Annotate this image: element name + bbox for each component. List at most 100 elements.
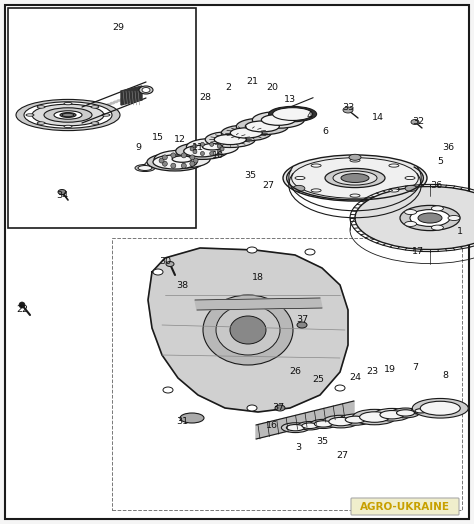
Ellipse shape xyxy=(311,189,321,192)
Ellipse shape xyxy=(405,177,415,180)
Ellipse shape xyxy=(374,408,410,421)
Text: 14: 14 xyxy=(372,114,384,123)
Ellipse shape xyxy=(237,118,288,135)
Circle shape xyxy=(193,144,197,148)
Ellipse shape xyxy=(123,96,128,99)
Ellipse shape xyxy=(139,86,153,94)
Text: 4: 4 xyxy=(307,111,313,119)
Ellipse shape xyxy=(172,156,192,162)
Ellipse shape xyxy=(349,154,361,160)
Text: 38: 38 xyxy=(176,280,188,289)
Ellipse shape xyxy=(431,225,443,230)
Ellipse shape xyxy=(100,106,105,108)
Ellipse shape xyxy=(405,185,417,191)
Ellipse shape xyxy=(302,423,318,429)
Ellipse shape xyxy=(353,409,397,425)
Ellipse shape xyxy=(137,92,142,94)
Ellipse shape xyxy=(32,104,104,126)
Ellipse shape xyxy=(103,104,109,107)
Ellipse shape xyxy=(58,190,66,194)
Ellipse shape xyxy=(180,413,204,423)
Ellipse shape xyxy=(147,153,203,171)
Ellipse shape xyxy=(345,416,365,423)
Ellipse shape xyxy=(323,416,359,428)
Ellipse shape xyxy=(54,111,82,119)
Text: 29: 29 xyxy=(112,24,124,32)
Polygon shape xyxy=(121,86,142,105)
Ellipse shape xyxy=(127,95,132,98)
Text: 8: 8 xyxy=(442,370,448,379)
Polygon shape xyxy=(148,248,348,412)
Text: AGRO-UKRAINE: AGRO-UKRAINE xyxy=(360,501,450,511)
Ellipse shape xyxy=(246,121,279,132)
Ellipse shape xyxy=(314,421,332,427)
Ellipse shape xyxy=(360,412,390,422)
Ellipse shape xyxy=(350,159,360,162)
Ellipse shape xyxy=(86,111,92,114)
Text: 6: 6 xyxy=(322,127,328,136)
Ellipse shape xyxy=(341,173,369,182)
Ellipse shape xyxy=(418,213,442,223)
Ellipse shape xyxy=(192,146,204,150)
Ellipse shape xyxy=(138,166,152,170)
Ellipse shape xyxy=(135,165,155,171)
Text: 34: 34 xyxy=(56,191,68,200)
Polygon shape xyxy=(256,401,354,439)
Ellipse shape xyxy=(198,140,218,148)
Text: 5: 5 xyxy=(437,158,443,167)
Ellipse shape xyxy=(216,305,280,355)
Ellipse shape xyxy=(410,210,450,226)
Text: 37: 37 xyxy=(296,315,308,324)
Circle shape xyxy=(210,151,214,156)
Text: 25: 25 xyxy=(312,376,324,385)
Text: 18: 18 xyxy=(252,274,264,282)
Circle shape xyxy=(201,143,204,146)
Ellipse shape xyxy=(167,155,179,159)
Ellipse shape xyxy=(350,194,360,197)
Ellipse shape xyxy=(405,222,417,226)
Ellipse shape xyxy=(339,414,371,425)
Ellipse shape xyxy=(79,113,85,117)
Ellipse shape xyxy=(273,107,313,121)
Ellipse shape xyxy=(96,107,102,110)
Ellipse shape xyxy=(19,302,25,308)
Ellipse shape xyxy=(343,107,353,113)
Ellipse shape xyxy=(311,164,321,167)
Ellipse shape xyxy=(355,187,474,249)
Text: 30: 30 xyxy=(159,257,171,267)
Text: 26: 26 xyxy=(289,367,301,377)
Ellipse shape xyxy=(113,101,118,103)
Text: 32: 32 xyxy=(412,117,424,126)
Ellipse shape xyxy=(173,151,189,157)
Text: 33: 33 xyxy=(342,104,354,113)
Circle shape xyxy=(210,143,214,146)
Ellipse shape xyxy=(24,102,112,128)
Circle shape xyxy=(190,161,195,166)
Text: 19: 19 xyxy=(384,366,396,375)
Ellipse shape xyxy=(186,138,238,155)
Ellipse shape xyxy=(380,410,404,419)
Ellipse shape xyxy=(269,106,317,122)
Text: 9: 9 xyxy=(135,144,141,152)
Circle shape xyxy=(182,153,186,158)
Ellipse shape xyxy=(411,119,419,125)
Ellipse shape xyxy=(252,112,304,128)
Circle shape xyxy=(217,144,221,148)
Ellipse shape xyxy=(400,205,460,231)
Ellipse shape xyxy=(203,295,293,365)
Ellipse shape xyxy=(431,206,443,211)
Text: 35: 35 xyxy=(244,170,256,180)
Ellipse shape xyxy=(230,128,262,138)
Text: 23: 23 xyxy=(366,367,378,377)
Ellipse shape xyxy=(91,106,99,108)
Text: 17: 17 xyxy=(412,247,424,257)
Bar xyxy=(112,238,462,510)
Ellipse shape xyxy=(201,141,215,147)
Ellipse shape xyxy=(62,113,74,117)
Text: 35: 35 xyxy=(316,438,328,446)
Text: 27: 27 xyxy=(262,180,274,190)
Ellipse shape xyxy=(91,122,99,124)
FancyBboxPatch shape xyxy=(351,498,459,515)
Text: 12: 12 xyxy=(174,136,186,145)
Ellipse shape xyxy=(297,322,307,328)
